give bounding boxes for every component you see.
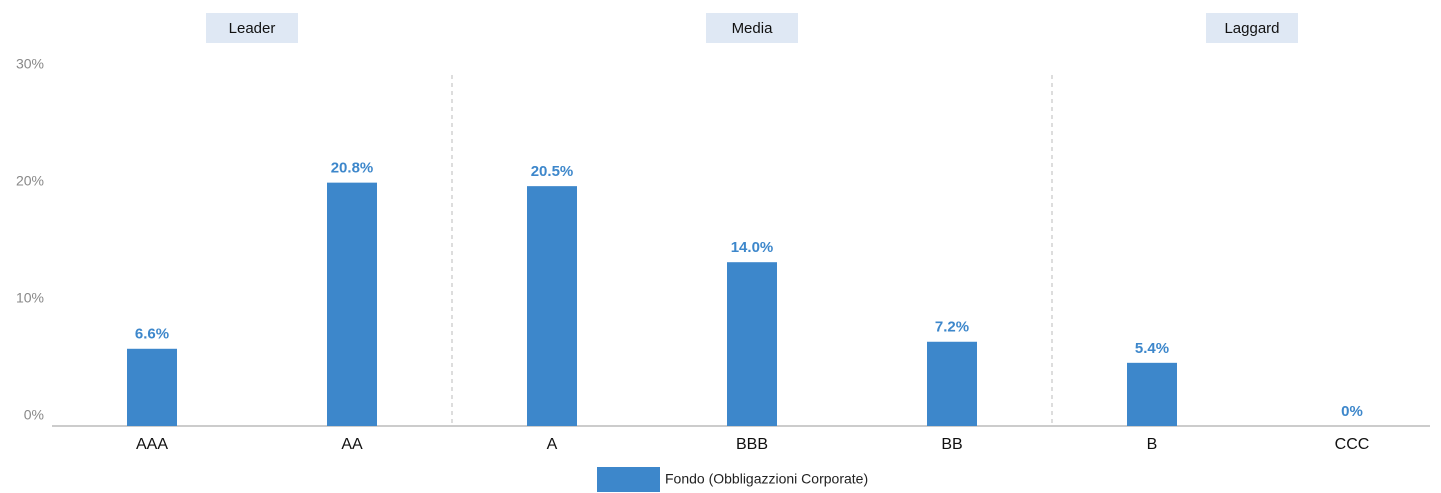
data-label: 14.0% — [731, 239, 774, 256]
bar — [1127, 362, 1177, 426]
x-tick-label: CCC — [1335, 436, 1370, 453]
x-tick-label: B — [1147, 436, 1158, 453]
bar — [127, 348, 177, 426]
group-label: Laggard — [1224, 20, 1279, 37]
x-tick-label: AA — [341, 436, 363, 453]
x-tick-label: BBB — [736, 436, 768, 453]
x-tick-label: AAA — [136, 436, 168, 453]
bar — [327, 182, 377, 426]
bar — [727, 262, 777, 426]
group-box — [706, 13, 798, 43]
group-box — [206, 13, 298, 43]
data-label: 6.6% — [135, 326, 169, 343]
data-label: 7.2% — [935, 319, 969, 336]
x-tick-label: A — [547, 436, 558, 453]
data-label: 0% — [1341, 403, 1363, 420]
y-tick-label: 20% — [16, 173, 44, 189]
bar — [527, 186, 577, 426]
y-tick-label: 0% — [24, 407, 44, 423]
group-label: Media — [732, 20, 774, 37]
legend-swatch — [597, 467, 660, 492]
group-box — [1206, 13, 1298, 43]
y-tick-label: 30% — [16, 56, 44, 72]
bar — [927, 341, 977, 426]
data-label: 5.4% — [1135, 340, 1169, 357]
x-tick-label: BB — [941, 436, 962, 453]
legend-label: Fondo (Obbligazzioni Corporate) — [665, 471, 868, 487]
data-label: 20.5% — [531, 163, 574, 180]
group-label: Leader — [229, 20, 276, 37]
y-tick-label: 10% — [16, 290, 44, 306]
data-label: 20.8% — [331, 160, 374, 177]
